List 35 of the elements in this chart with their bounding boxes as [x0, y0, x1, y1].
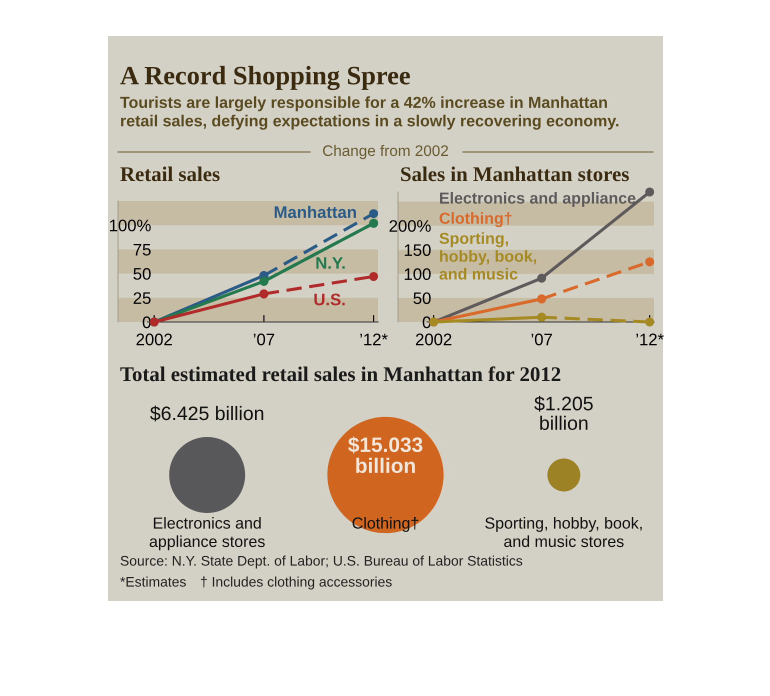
text: Total estimated retail sales in Manhattan for 2012 [120, 366, 560, 382]
category-label: Sporting, hobby, book, and music stores [485, 517, 642, 548]
text: *Estimates [120, 576, 186, 587]
category-label: Clothing† [352, 517, 418, 532]
x-tick-label: ’12* [360, 334, 388, 346]
text: A Record Shopping Spree [120, 66, 410, 90]
x-tick-label: 2002 [136, 334, 172, 346]
text: Manhattan [274, 206, 356, 218]
y-tick-label: 100 [404, 268, 431, 280]
text: Clothing† [440, 212, 512, 228]
series-label: Electronics and appliance [440, 192, 636, 207]
text: Sporting, hobby, book, and music [439, 232, 536, 280]
data-label: $1.205 billion [534, 396, 593, 430]
y-tick-label: 150 [404, 244, 431, 256]
source-note: Source: N.Y. State Dept. of Labor; U.S. Bureau of Labor Statistics [120, 556, 522, 568]
chart-title: Sales in Manhattan stores [401, 166, 629, 182]
y-tick-label: 25 [134, 292, 151, 304]
x-tick-label: ’12* [636, 334, 664, 346]
x-tick-label: 2002 [416, 334, 452, 346]
data-label: $15.033 billion [348, 436, 422, 474]
series-label: N.Y. [316, 257, 345, 269]
y-tick-label: 200% [390, 220, 431, 232]
text: † Includes clothing accessories [200, 576, 392, 590]
x-tick-label: ’07 [532, 334, 552, 346]
y-tick-label: 50 [413, 292, 431, 304]
y-tick-label: 75 [134, 244, 151, 256]
x-tick-label: ’07 [254, 334, 274, 346]
y-tick-label: 100% [110, 220, 151, 232]
category-label: Electronics and appliance stores [150, 517, 265, 550]
text: U.S. [314, 294, 345, 306]
data-label: $6.425 billion [150, 406, 264, 422]
chart-title: Retail sales [120, 166, 220, 182]
text: Change from 2002 [323, 144, 448, 160]
text: Tourists are largely responsible for a 42% increase in Manhattan retail sales, defying expectations in a slowly recovering economy. [120, 96, 618, 130]
y-tick-label: 50 [133, 268, 151, 280]
